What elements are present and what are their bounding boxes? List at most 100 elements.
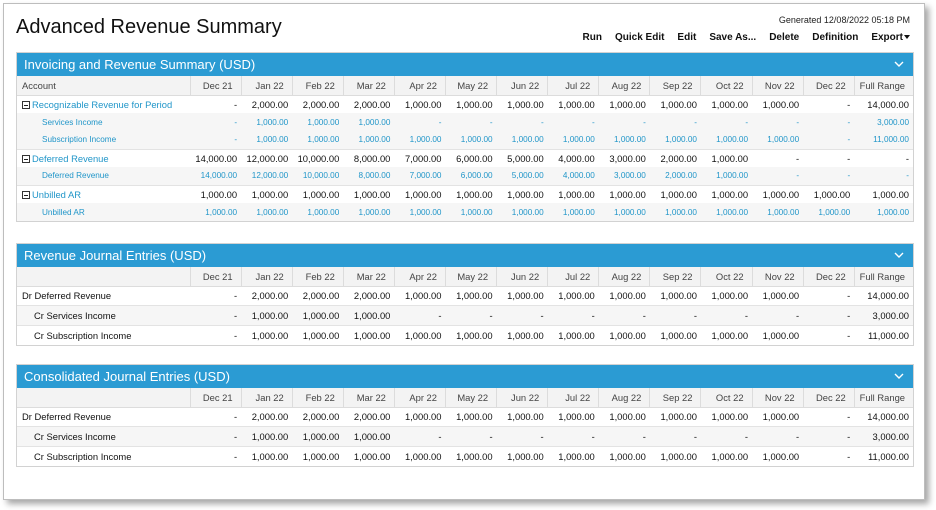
value-cell: 3,000.00 — [854, 305, 913, 325]
value-cell: 11,000.00 — [854, 324, 913, 345]
account-label[interactable]: Recognizable Revenue for Period — [32, 98, 173, 110]
collapse-toggle-icon[interactable] — [22, 100, 30, 109]
column-header: Feb 22 — [292, 267, 344, 287]
consolidated-journal-panel-header[interactable]: Consolidated Journal Entries (USD) — [17, 365, 913, 388]
value-cell[interactable]: 1,000.00 — [241, 203, 293, 221]
chevron-down-icon[interactable] — [893, 58, 905, 70]
value-cell[interactable]: 1,000.00 — [343, 113, 395, 131]
value-cell[interactable]: 5,000.00 — [496, 167, 548, 185]
collapse-toggle-icon[interactable] — [22, 154, 30, 163]
value-cell[interactable]: 12,000.00 — [241, 167, 293, 185]
value-cell[interactable]: - — [445, 113, 497, 131]
value-cell: 1,000.00 — [700, 184, 753, 203]
value-cell[interactable]: 1,000.00 — [700, 167, 753, 185]
value-cell[interactable]: - — [803, 113, 855, 131]
value-cell[interactable]: 14,000.00 — [190, 167, 242, 185]
summary-panel-header[interactable]: Invoicing and Revenue Summary (USD) — [17, 53, 913, 76]
value-cell: - — [752, 426, 804, 446]
consolidated-journal-panel: Consolidated Journal Entries (USD) Dec 2… — [16, 364, 914, 467]
value-cell[interactable]: - — [649, 113, 701, 131]
value-cell[interactable]: 1,000.00 — [292, 203, 344, 221]
value-cell[interactable]: 7,000.00 — [394, 167, 446, 185]
value-cell[interactable]: - — [496, 113, 548, 131]
value-cell[interactable]: 6,000.00 — [445, 167, 497, 185]
value-cell[interactable]: 1,000.00 — [700, 203, 753, 221]
value-cell[interactable]: 1,000.00 — [241, 113, 293, 131]
value-cell[interactable]: 2,000.00 — [649, 167, 701, 185]
value-cell[interactable]: - — [190, 131, 242, 149]
sub-account-link[interactable]: Deferred Revenue — [42, 171, 109, 181]
value-cell[interactable]: 4,000.00 — [547, 167, 599, 185]
value-cell[interactable]: 1,000.00 — [394, 203, 446, 221]
value-cell[interactable]: - — [394, 113, 446, 131]
column-header: Full Range — [854, 76, 913, 96]
chevron-down-icon[interactable] — [893, 249, 905, 261]
revenue-journal-panel-header[interactable]: Revenue Journal Entries (USD) — [17, 244, 913, 267]
value-cell[interactable]: 1,000.00 — [649, 203, 701, 221]
account-label[interactable]: Unbilled AR — [32, 188, 81, 200]
account-cell: Unbilled AR — [17, 184, 191, 203]
value-cell[interactable]: 1,000.00 — [854, 203, 913, 221]
value-cell[interactable]: 1,000.00 — [547, 203, 599, 221]
column-header: Feb 22 — [292, 388, 344, 408]
value-cell[interactable]: 1,000.00 — [496, 203, 548, 221]
value-cell[interactable]: 8,000.00 — [343, 167, 395, 185]
value-cell[interactable]: 1,000.00 — [598, 203, 650, 221]
value-cell[interactable]: 1,000.00 — [700, 131, 753, 149]
value-cell[interactable]: 1,000.00 — [598, 131, 650, 149]
value-cell: - — [190, 305, 242, 325]
value-cell[interactable]: - — [190, 113, 242, 131]
value-cell[interactable]: 1,000.00 — [343, 203, 395, 221]
value-cell[interactable]: - — [700, 113, 753, 131]
value-cell[interactable]: 3,000.00 — [854, 113, 913, 131]
column-header: Apr 22 — [394, 76, 446, 96]
value-cell[interactable]: 1,000.00 — [752, 203, 804, 221]
value-cell[interactable]: - — [598, 113, 650, 131]
value-cell[interactable]: - — [803, 131, 855, 149]
value-cell[interactable]: 1,000.00 — [752, 131, 804, 149]
export-label: Export — [871, 32, 903, 43]
entry-label: Dr Deferred Revenue — [17, 285, 191, 306]
value-cell[interactable]: - — [854, 167, 913, 185]
sub-account-link[interactable]: Unbilled AR — [42, 207, 85, 217]
run-button[interactable]: Run — [582, 32, 602, 43]
value-cell[interactable]: 1,000.00 — [803, 203, 855, 221]
export-menu-button[interactable]: Export — [871, 32, 910, 43]
value-cell[interactable]: 1,000.00 — [343, 131, 395, 149]
value-cell[interactable]: 1,000.00 — [241, 131, 293, 149]
table-row: Cr Services Income -1,000.00 1,000.00 1,000… — [17, 426, 913, 446]
chevron-down-icon[interactable] — [893, 370, 905, 382]
value-cell[interactable]: - — [803, 167, 855, 185]
edit-button[interactable]: Edit — [677, 32, 697, 43]
sub-account-link[interactable]: Subscription Income — [42, 135, 117, 145]
value-cell[interactable]: 1,000.00 — [649, 131, 701, 149]
collapse-toggle-icon[interactable] — [22, 190, 30, 199]
value-cell[interactable]: 1,000.00 — [496, 131, 548, 149]
value-cell[interactable]: 1,000.00 — [445, 203, 497, 221]
value-cell: 1,000.00 — [598, 285, 650, 306]
column-header: Oct 22 — [700, 267, 753, 287]
sub-account-link[interactable]: Services Income — [42, 117, 103, 127]
value-cell[interactable]: 3,000.00 — [598, 167, 650, 185]
value-cell[interactable]: 1,000.00 — [292, 113, 344, 131]
value-cell: 1,000.00 — [343, 184, 395, 203]
account-label[interactable]: Deferred Revenue — [32, 152, 109, 164]
definition-button[interactable]: Definition — [812, 32, 859, 43]
save-as-button[interactable]: Save As... — [709, 32, 757, 43]
value-cell[interactable]: - — [752, 113, 804, 131]
value-cell[interactable]: 1,000.00 — [445, 131, 497, 149]
value-cell[interactable]: 1,000.00 — [292, 131, 344, 149]
toolbar: Run Quick Edit Edit Save As... Delete De… — [583, 32, 910, 43]
value-cell: - — [445, 305, 497, 325]
delete-button[interactable]: Delete — [769, 32, 800, 43]
value-cell[interactable]: - — [547, 113, 599, 131]
quick-edit-button[interactable]: Quick Edit — [614, 32, 665, 43]
value-cell[interactable]: 11,000.00 — [854, 131, 913, 149]
value-cell[interactable]: - — [752, 167, 804, 185]
value-cell: 1,000.00 — [496, 406, 548, 427]
value-cell[interactable]: 10,000.00 — [292, 167, 344, 185]
value-cell[interactable]: 1,000.00 — [547, 131, 599, 149]
value-cell: 2,000.00 — [343, 94, 395, 113]
value-cell[interactable]: 1,000.00 — [190, 203, 242, 221]
value-cell[interactable]: 1,000.00 — [394, 131, 446, 149]
